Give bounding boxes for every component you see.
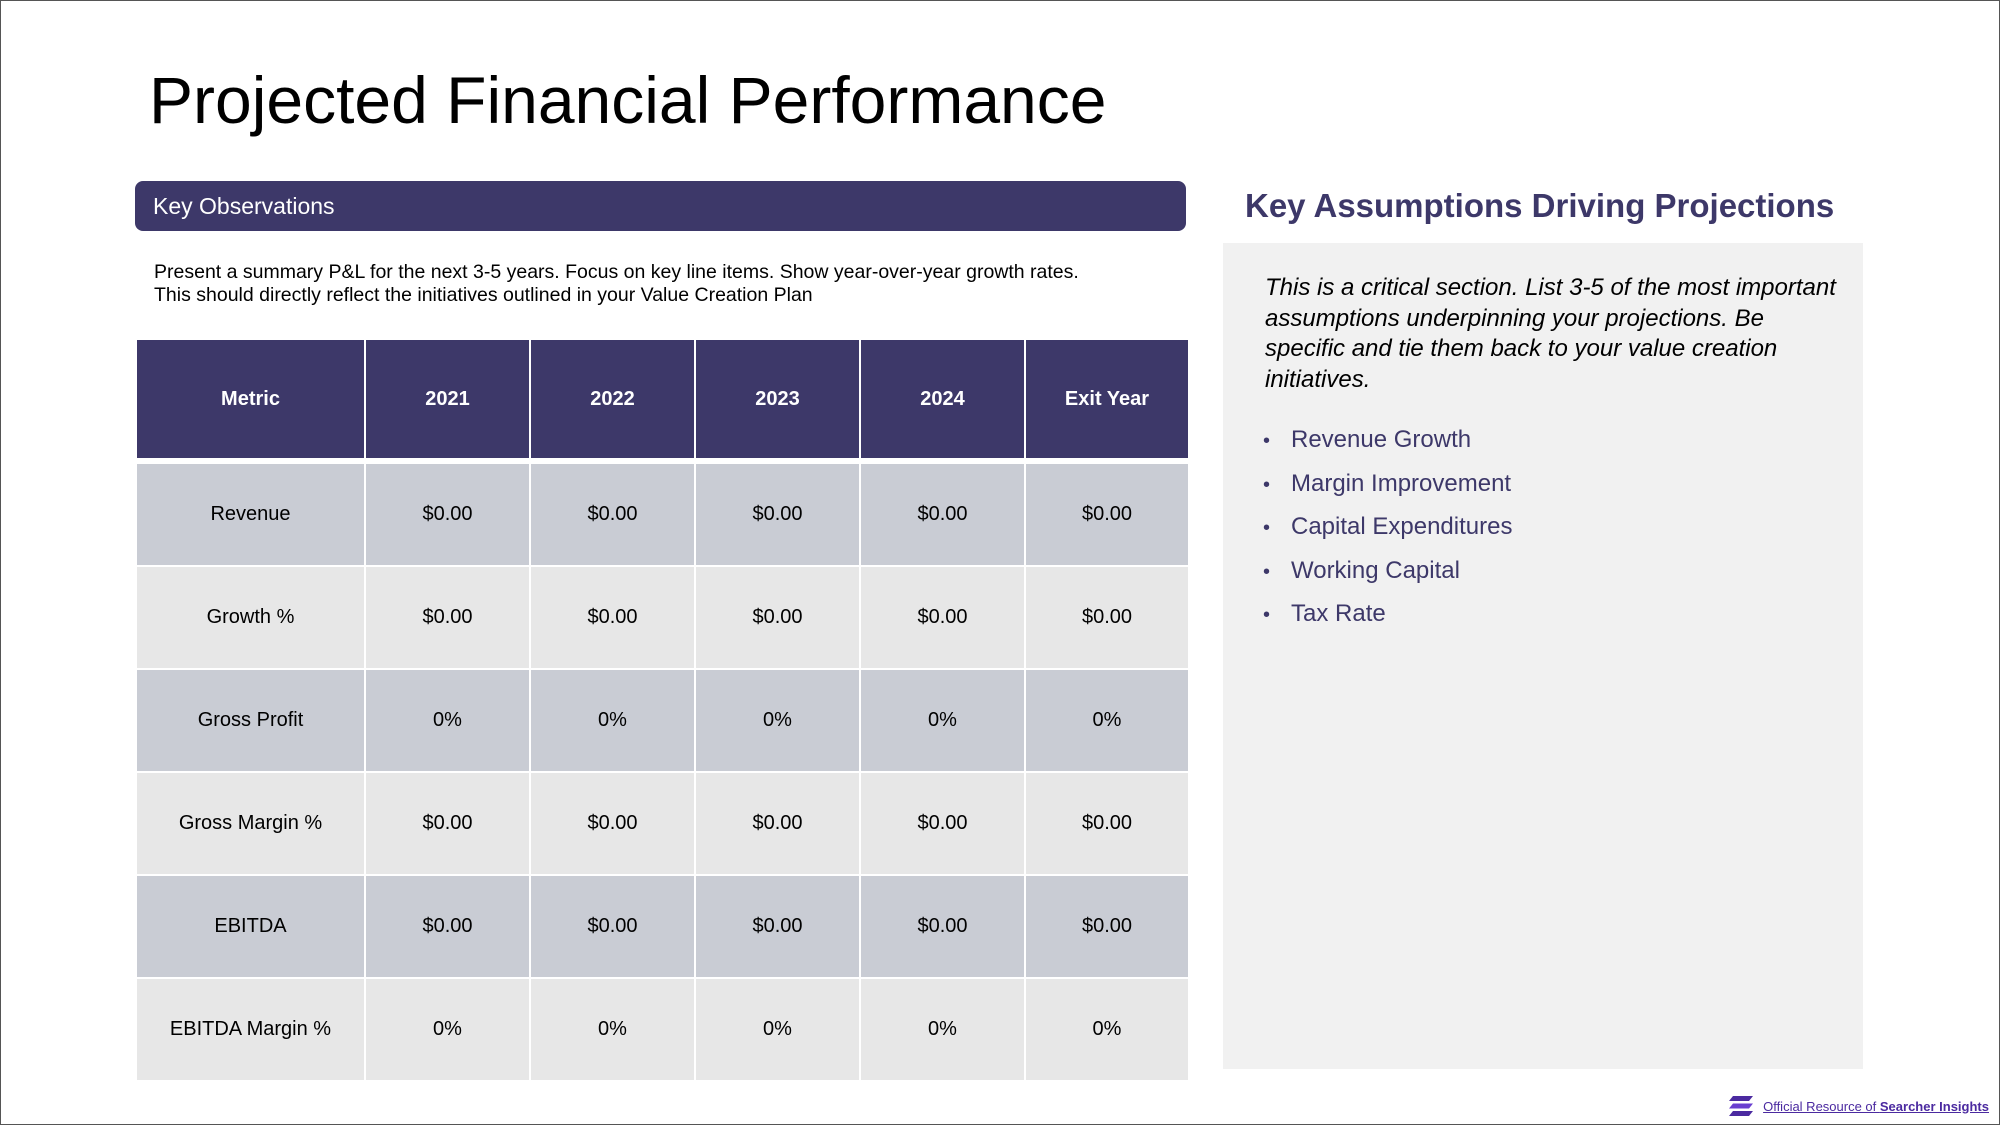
value-cell: 0% <box>529 977 696 1082</box>
footer: Official Resource of Searcher Insights <box>1727 1094 1989 1118</box>
value-cell: $0.00 <box>529 874 696 979</box>
column-header: 2024 <box>859 338 1026 462</box>
footer-link[interactable]: Official Resource of Searcher Insights <box>1763 1099 1989 1114</box>
table-row: Revenue $0.00 $0.00 $0.00 $0.00 $0.00 <box>135 460 1190 567</box>
list-item-label: Margin Improvement <box>1291 469 1512 497</box>
value-cell: $0.00 <box>1024 874 1190 979</box>
value-cell: $0.00 <box>1024 460 1190 567</box>
value-cell: 0% <box>1024 977 1190 1082</box>
assumptions-panel <box>1223 243 1863 1069</box>
assumptions-list: • Revenue Growth • Margin Improvement • Cap… <box>1263 419 1512 637</box>
metric-cell: Growth % <box>135 565 366 670</box>
list-item: • Margin Improvement <box>1263 463 1512 507</box>
value-cell: $0.00 <box>1024 771 1190 876</box>
metric-cell: EBITDA Margin % <box>135 977 366 1082</box>
key-observations-header: Key Observations <box>135 181 1186 231</box>
list-item-label: Capital Expenditures <box>1291 513 1513 541</box>
value-cell: $0.00 <box>859 771 1026 876</box>
column-header: 2021 <box>364 338 531 462</box>
table-row: EBITDA $0.00 $0.00 $0.00 $0.00 $0.00 <box>135 874 1190 979</box>
value-cell: $0.00 <box>364 771 531 876</box>
table-row: Gross Profit 0% 0% 0% 0% 0% <box>135 668 1190 773</box>
column-header: 2022 <box>529 338 696 462</box>
value-cell: 0% <box>529 668 696 773</box>
list-item: • Capital Expenditures <box>1263 506 1512 550</box>
bullet: • <box>1263 430 1271 452</box>
observations-line-1: Present a summary P&L for the next 3-5 y… <box>154 261 1079 283</box>
value-cell: $0.00 <box>694 771 861 876</box>
list-item: • Working Capital <box>1263 550 1512 594</box>
value-cell: 0% <box>1024 668 1190 773</box>
table-row: Gross Margin % $0.00 $0.00 $0.00 $0.00 $… <box>135 771 1190 876</box>
list-item-label: Tax Rate <box>1291 600 1386 628</box>
financial-table: Metric 2021 2022 2023 2024 Exit Year Rev… <box>135 338 1190 1082</box>
value-cell: 0% <box>364 977 531 1082</box>
metric-cell: Gross Margin % <box>135 771 366 876</box>
value-cell: $0.00 <box>364 460 531 567</box>
value-cell: 0% <box>364 668 531 773</box>
value-cell: $0.00 <box>529 771 696 876</box>
column-header: 2023 <box>694 338 861 462</box>
list-item: • Tax Rate <box>1263 593 1512 637</box>
value-cell: $0.00 <box>694 874 861 979</box>
value-cell: 0% <box>859 977 1026 1082</box>
value-cell: 0% <box>694 977 861 1082</box>
value-cell: $0.00 <box>694 460 861 567</box>
key-observations-text: Present a summary P&L for the next 3-5 y… <box>154 261 1194 307</box>
value-cell: $0.00 <box>694 565 861 670</box>
value-cell: $0.00 <box>364 874 531 979</box>
bullet: • <box>1263 560 1271 583</box>
value-cell: $0.00 <box>1024 565 1190 670</box>
bullet: • <box>1263 473 1271 496</box>
list-item: • Revenue Growth <box>1263 419 1512 463</box>
value-cell: $0.00 <box>859 460 1026 567</box>
metric-cell: Revenue <box>135 460 366 567</box>
metric-cell: EBITDA <box>135 874 366 979</box>
observations-line-2: This should directly reflect the initiat… <box>154 284 813 306</box>
table-row: Growth % $0.00 $0.00 $0.00 $0.00 $0.00 <box>135 565 1190 670</box>
metric-cell: Gross Profit <box>135 668 366 773</box>
value-cell: $0.00 <box>859 874 1026 979</box>
table-header-row: Metric 2021 2022 2023 2024 Exit Year <box>135 338 1190 462</box>
list-item-label: Revenue Growth <box>1291 426 1472 453</box>
value-cell: 0% <box>859 668 1026 773</box>
value-cell: $0.00 <box>859 565 1026 670</box>
value-cell: $0.00 <box>364 565 531 670</box>
bullet: • <box>1263 517 1271 540</box>
footer-prefix: Official Resource of <box>1763 1098 1880 1114</box>
value-cell: 0% <box>694 668 861 773</box>
assumptions-title: Key Assumptions Driving Projections <box>1245 187 1835 224</box>
bullet: • <box>1263 604 1271 627</box>
assumptions-intro: This is a critical section. List 3-5 of … <box>1265 274 1836 393</box>
value-cell: $0.00 <box>529 460 696 567</box>
column-header: Exit Year <box>1024 338 1190 462</box>
page-title: Projected Financial Performance <box>149 63 1107 137</box>
footer-brand: Searcher Insights <box>1879 1098 1989 1114</box>
value-cell: $0.00 <box>529 565 696 670</box>
list-item-label: Working Capital <box>1291 556 1460 584</box>
searcher-insights-logo-icon <box>1729 1096 1754 1116</box>
column-header: Metric <box>135 338 366 462</box>
table-row: EBITDA Margin % 0% 0% 0% 0% 0% <box>135 977 1190 1082</box>
